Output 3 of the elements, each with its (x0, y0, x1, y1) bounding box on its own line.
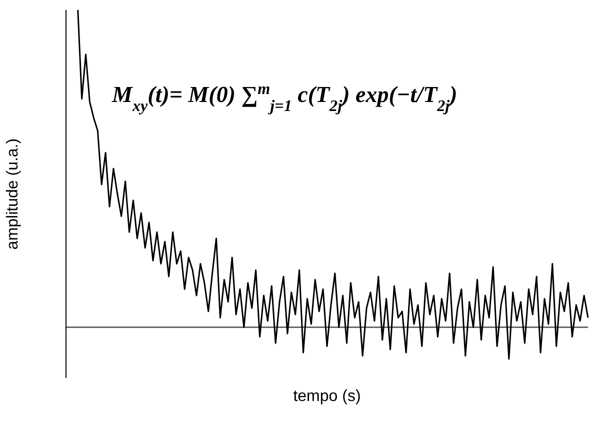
y-axis-title: amplitude (u.a.) (4, 138, 22, 250)
x-axis-title: tempo (s) (293, 388, 361, 405)
text: M$_{xy}$(t)= M(0) ∑$^{m}$$_{j=1}$ c(T$_{2j}$) exp(−t/T$_{2j}$) (112, 80, 458, 114)
